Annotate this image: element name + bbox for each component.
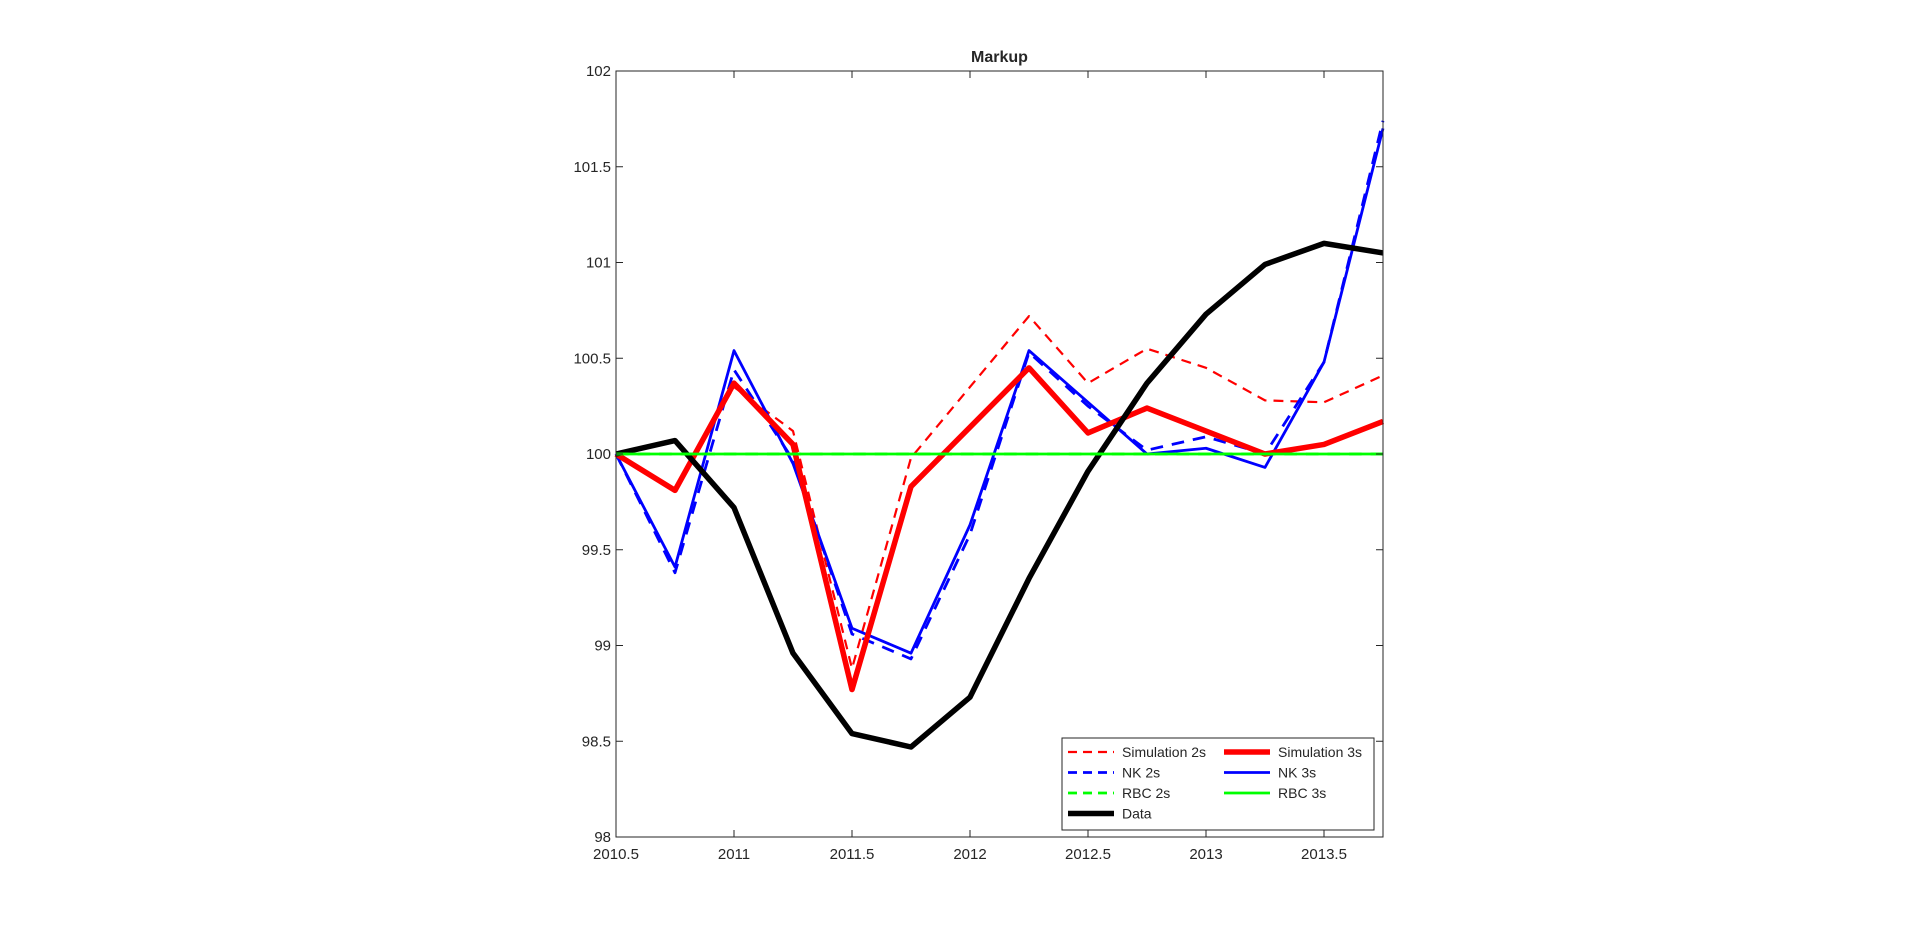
legend-label-nk-2s: NK 2s bbox=[1122, 765, 1160, 781]
y-tick-label: 99 bbox=[594, 638, 611, 655]
y-tick-label: 101.5 bbox=[573, 159, 611, 176]
legend-label-rbc-2s: RBC 2s bbox=[1122, 785, 1170, 801]
y-tick-label: 100.5 bbox=[573, 350, 611, 367]
legend-label-nk-3s: NK 3s bbox=[1278, 765, 1316, 781]
legend-label-simulation-3s: Simulation 3s bbox=[1278, 744, 1362, 760]
legend-label-data: Data bbox=[1122, 806, 1152, 822]
x-tick-label: 2013 bbox=[1189, 846, 1222, 863]
y-tick-label: 99.5 bbox=[582, 542, 611, 559]
x-tick-label: 2012.5 bbox=[1065, 846, 1111, 863]
x-tick-label: 2013.5 bbox=[1301, 846, 1347, 863]
y-tick-label: 102 bbox=[586, 63, 611, 80]
x-tick-label: 2011.5 bbox=[830, 846, 875, 863]
y-tick-label: 101 bbox=[586, 255, 611, 272]
x-tick-label: 2012 bbox=[953, 846, 986, 863]
x-tick-label: 2011 bbox=[718, 846, 750, 863]
legend: Simulation 2s Simulation 3s NK 2s NK 3s RBC … bbox=[1062, 738, 1374, 830]
legend-label-rbc-3s: RBC 3s bbox=[1278, 785, 1326, 801]
y-tick-label: 100 bbox=[586, 446, 611, 463]
legend-label-simulation-2s: Simulation 2s bbox=[1122, 744, 1206, 760]
x-tick-label: 2010.5 bbox=[593, 846, 639, 863]
chart-title: Markup bbox=[971, 49, 1028, 66]
y-tick-label: 98 bbox=[594, 829, 611, 846]
y-tick-label: 98.5 bbox=[582, 733, 611, 750]
